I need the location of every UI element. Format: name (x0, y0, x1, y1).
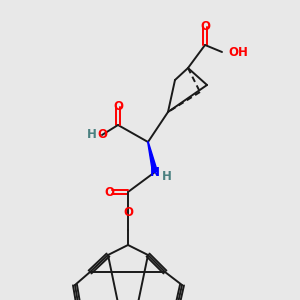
Text: O: O (97, 128, 107, 142)
Text: OH: OH (228, 46, 248, 59)
Text: H: H (162, 169, 172, 182)
Polygon shape (148, 142, 158, 172)
Text: O: O (104, 185, 114, 199)
Text: O: O (113, 100, 123, 113)
Text: N: N (150, 166, 160, 178)
Text: H: H (87, 128, 97, 142)
Text: O: O (200, 20, 210, 34)
Text: O: O (123, 206, 133, 218)
